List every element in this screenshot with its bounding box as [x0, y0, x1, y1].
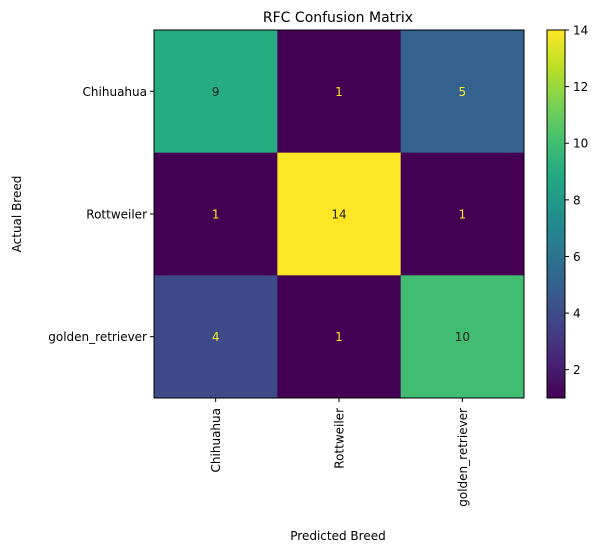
cell-value-label: 14 [331, 208, 346, 222]
cell-value-label: 9 [212, 85, 220, 99]
chart-title: RFC Confusion Matrix [263, 10, 413, 26]
y-axis-label: Actual Breed [10, 176, 24, 253]
x-axis-label: Predicted Breed [290, 529, 385, 543]
heatmap-cell [277, 30, 402, 154]
heatmap-cell-labels: 9 1 51 14 14 1 10 [212, 85, 470, 344]
heatmap-cells [154, 30, 525, 399]
heatmap-cell [400, 152, 525, 276]
colorbar-ticks: 2 4 6 8 10 12 14 [565, 24, 588, 377]
heatmap-cell [154, 30, 278, 154]
colorbar-tick-label: 8 [573, 193, 581, 207]
cell-value-label: 4 [212, 330, 220, 344]
x-tick-label: Chihuahua [209, 408, 223, 472]
heatmap-cell [400, 275, 525, 399]
colorbar-tick-label: 4 [573, 307, 581, 321]
heatmap-cell [154, 152, 278, 276]
colorbar [546, 29, 566, 399]
colorbar-tick-label: 6 [573, 250, 581, 264]
colorbar-tick-label: 2 [573, 363, 581, 377]
y-axis-ticks: Chihuahua Rottweiler golden_retriever [48, 85, 154, 344]
cell-value-label: 1 [459, 208, 467, 222]
colorbar-tick-label: 12 [573, 80, 588, 94]
cell-value-label: 1 [335, 85, 343, 99]
y-tick-label: golden_retriever [48, 330, 147, 344]
heatmap-cell [154, 275, 278, 399]
colorbar-tick-label: 14 [573, 24, 588, 38]
x-tick-label: Rottweiler [333, 408, 347, 469]
y-tick-label: Chihuahua [83, 85, 147, 99]
y-tick-label: Rottweiler [86, 208, 147, 222]
cell-value-label: 1 [212, 208, 220, 222]
cell-value-label: 5 [459, 85, 467, 99]
x-tick-label: golden_retriever [456, 408, 470, 507]
heatmap-cell [277, 152, 402, 276]
cell-value-label: 10 [455, 330, 470, 344]
cell-value-label: 1 [335, 330, 343, 344]
x-axis-ticks: Chihuahua Rottweiler golden_retriever [209, 398, 470, 507]
colorbar-tick-label: 10 [573, 137, 588, 151]
heatmap-cell [400, 30, 525, 154]
heatmap-cell [277, 275, 402, 399]
